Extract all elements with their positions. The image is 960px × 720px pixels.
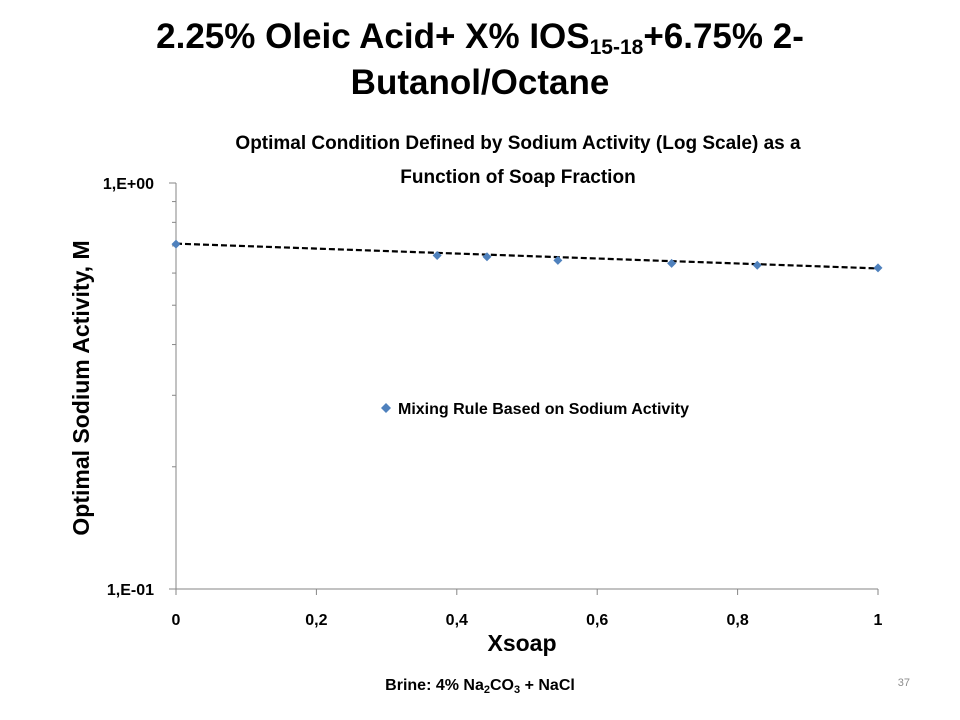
page-number: 37	[897, 677, 910, 689]
y-axis-title: Optimal Sodium Activity, M	[68, 240, 94, 535]
footer-sub1: 2	[483, 684, 490, 696]
footer-part-c: + NaCl	[520, 677, 575, 694]
y-tick-label: 1,E+00	[103, 176, 154, 193]
x-tick-label: 0,8	[726, 612, 748, 629]
data-point	[752, 260, 762, 270]
data-points	[171, 239, 883, 273]
slide-title: 2.25% Oleic Acid+ X% IOS15-18+6.75% 2- B…	[40, 14, 920, 106]
trendline	[175, 242, 879, 270]
y-axis-ticks: 1,E-01 1,E+00	[103, 176, 176, 599]
data-point	[171, 239, 181, 249]
footer-part-b: CO	[490, 677, 514, 694]
footer-sub2: 3	[514, 684, 521, 696]
footer-part-a: Brine: 4% Na	[385, 677, 484, 694]
chart-title-line1: Optimal Condition Defined by Sodium Acti…	[235, 133, 801, 154]
data-point	[432, 250, 442, 260]
data-point	[667, 258, 677, 268]
title-part-b: +6.75% 2-	[643, 17, 804, 56]
chart-title-line2: Function of Soap Fraction	[400, 167, 635, 188]
x-axis-title: Xsoap	[487, 630, 556, 656]
title-subscript: 15-18	[589, 36, 644, 59]
x-tick-label: 1	[874, 612, 883, 629]
footer-brine: Brine: 4% Na2CO3 + NaCl	[0, 677, 960, 696]
data-point	[482, 252, 492, 262]
x-tick-label: 0,4	[446, 612, 468, 629]
data-point	[553, 255, 563, 265]
x-tick-label: 0,6	[586, 612, 608, 629]
trendline-group	[175, 242, 879, 270]
data-point	[873, 263, 883, 273]
legend-label: Mixing Rule Based on Sodium Activity	[398, 401, 689, 418]
x-axis-ticks: 0 0,2 0,4 0,6 0,8 1	[172, 589, 883, 629]
y-tick-label: 1,E-01	[107, 582, 154, 599]
legend-marker	[381, 403, 391, 413]
x-tick-label: 0	[172, 612, 181, 629]
legend: Mixing Rule Based on Sodium Activity	[381, 401, 689, 418]
title-part-c: Butanol/Octane	[350, 63, 610, 102]
title-part-a: 2.25% Oleic Acid+ X% IOS	[156, 17, 590, 56]
x-tick-label: 0,2	[305, 612, 327, 629]
